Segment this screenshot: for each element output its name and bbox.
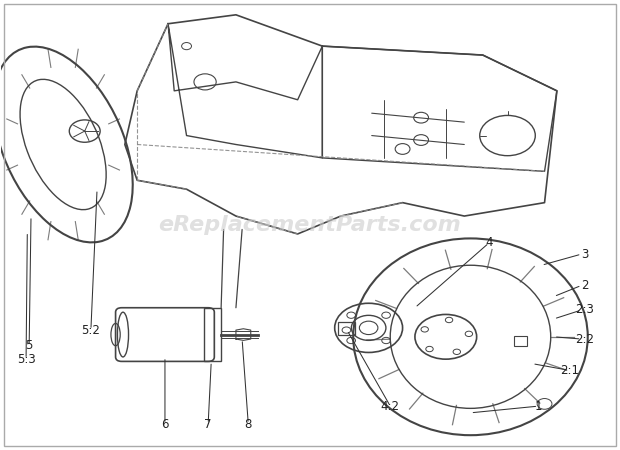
Text: 5:3: 5:3 <box>17 353 35 366</box>
Text: 2:2: 2:2 <box>575 333 594 346</box>
Text: 2:1: 2:1 <box>560 364 578 377</box>
Text: eReplacementParts.com: eReplacementParts.com <box>159 215 461 235</box>
Text: 7: 7 <box>205 418 212 431</box>
Text: 2: 2 <box>581 279 588 292</box>
Text: 4:2: 4:2 <box>381 400 400 413</box>
Text: 4: 4 <box>485 236 493 249</box>
Text: 6: 6 <box>161 418 169 431</box>
Text: 8: 8 <box>245 418 252 431</box>
Text: 3: 3 <box>581 248 588 261</box>
Text: 5:2: 5:2 <box>81 324 100 337</box>
Text: 1: 1 <box>534 400 542 413</box>
Text: 5: 5 <box>25 339 33 352</box>
Text: 2:3: 2:3 <box>575 303 594 316</box>
